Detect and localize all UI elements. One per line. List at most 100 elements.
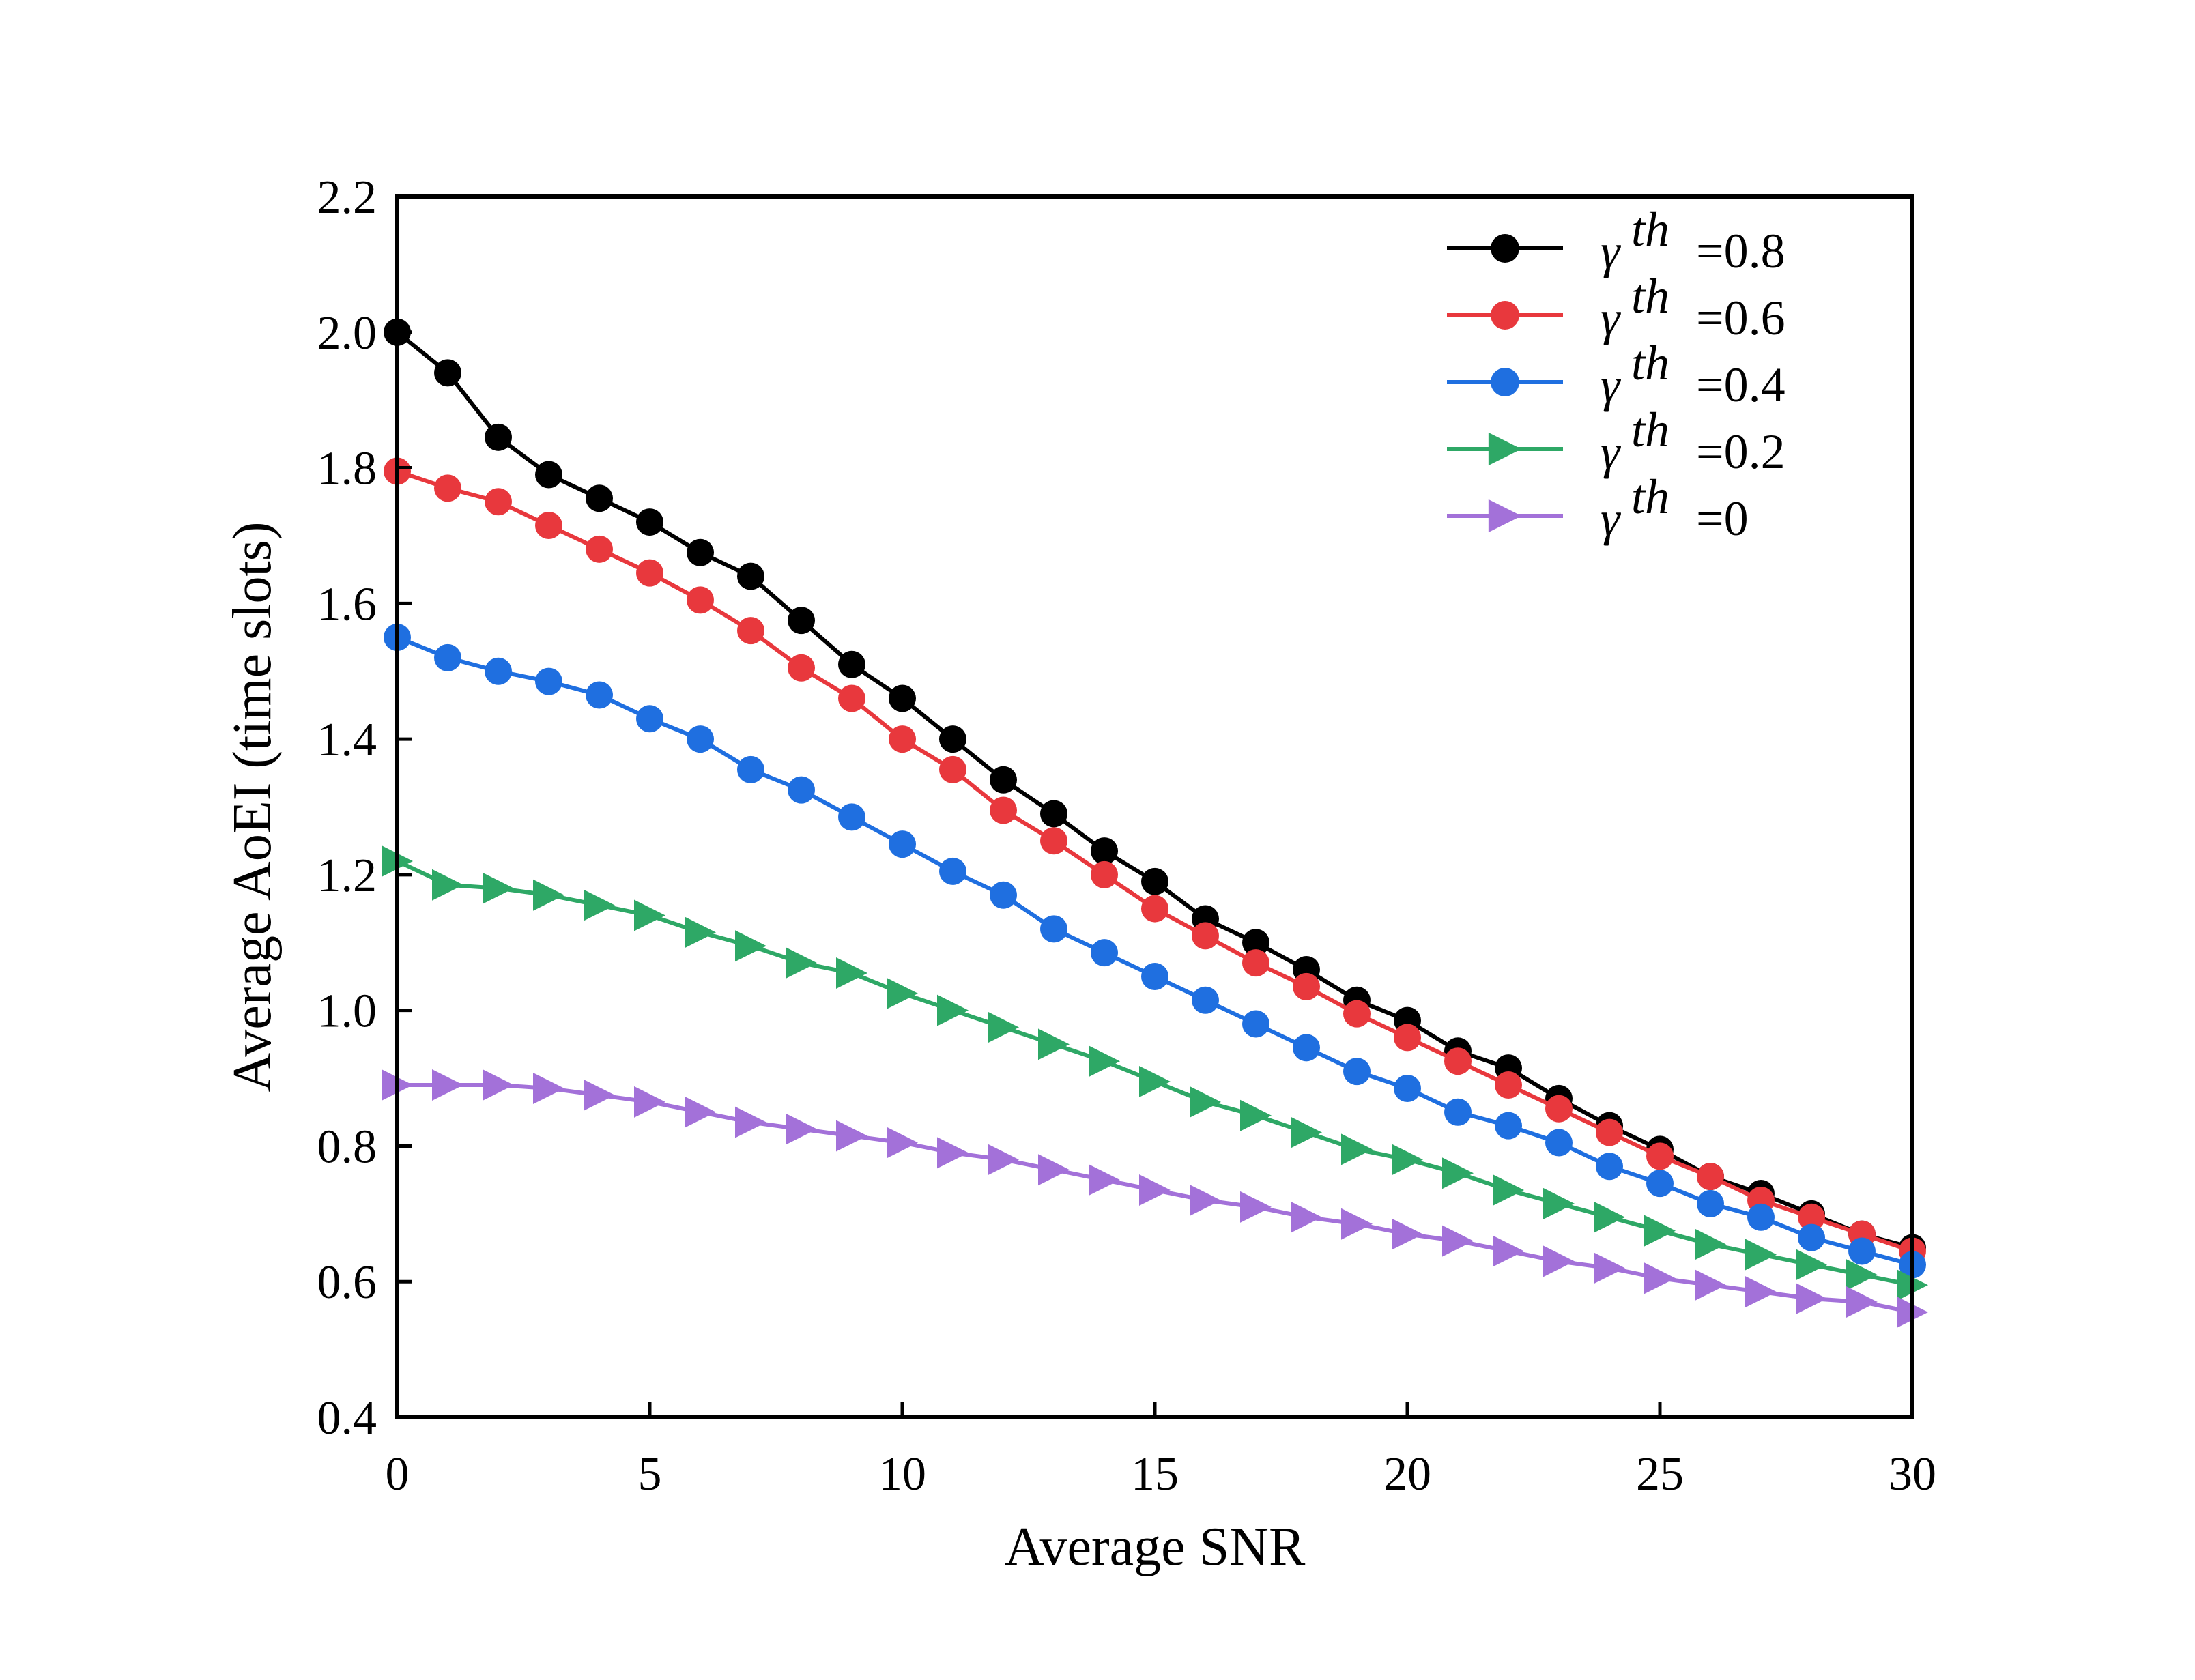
data-point (1495, 1112, 1522, 1140)
x-tick-label: 0 (386, 1448, 410, 1501)
data-point (1798, 1223, 1825, 1251)
data-point (1141, 962, 1168, 990)
legend-symbol: γ (1601, 358, 1621, 412)
data-point (1394, 1074, 1421, 1102)
data-point (1846, 1259, 1878, 1291)
x-tick-label: 20 (1383, 1448, 1431, 1501)
data-point (889, 725, 916, 753)
data-point (737, 562, 764, 590)
data-point (988, 1144, 1019, 1176)
x-tick-label: 15 (1131, 1448, 1179, 1501)
legend-superscript: th (1631, 336, 1669, 390)
data-point (1697, 1163, 1724, 1191)
data-point (1192, 986, 1219, 1014)
data-point (1291, 1201, 1322, 1233)
data-point (636, 559, 663, 587)
data-point (1545, 1129, 1573, 1157)
data-point (786, 947, 817, 979)
data-point (1091, 860, 1118, 888)
data-point (1491, 234, 1519, 263)
data-point (1242, 1010, 1269, 1038)
data-point (1495, 1071, 1522, 1099)
legend-entry: γ th =0.8 (1447, 202, 1785, 278)
data-point (1190, 1086, 1221, 1118)
data-point (1242, 949, 1269, 977)
data-point (1848, 1237, 1876, 1265)
data-point (687, 538, 714, 566)
legend-label: =0.2 (1696, 424, 1785, 479)
data-point (990, 796, 1017, 824)
data-point (788, 776, 815, 804)
data-point (586, 484, 613, 512)
x-tick-label: 25 (1636, 1448, 1684, 1501)
data-point (939, 857, 966, 885)
data-point (1444, 1047, 1472, 1075)
data-point (1745, 1239, 1777, 1271)
data-point (1646, 1170, 1674, 1198)
legend-label: =0.8 (1696, 224, 1785, 278)
data-point (1240, 1191, 1272, 1223)
data-point (1341, 1133, 1373, 1165)
y-tick-label: 0.6 (317, 1256, 377, 1309)
data-point (1392, 1144, 1423, 1176)
data-point (1343, 1000, 1371, 1028)
y-tick-label: 1.2 (317, 850, 377, 902)
data-point (1796, 1283, 1827, 1315)
data-point (937, 994, 969, 1026)
data-point (1442, 1157, 1474, 1189)
data-point (1644, 1262, 1676, 1294)
y-tick-label: 1.6 (317, 578, 377, 631)
y-axis-title: Average AoEI (time slots) (223, 521, 283, 1092)
data-point (1293, 972, 1320, 1000)
legend: γ th =0.8γ th =0.6γ th =0.4γ th =0.2γ th =0 (1447, 202, 1785, 546)
legend-entry: γ th =0 (1447, 469, 1749, 546)
data-point (432, 869, 463, 901)
data-point (1796, 1249, 1827, 1281)
data-point (1491, 368, 1519, 396)
data-point (939, 725, 966, 753)
data-point (685, 1096, 716, 1128)
data-point (1596, 1118, 1623, 1146)
data-point (838, 803, 865, 831)
data-point (634, 1086, 665, 1118)
data-point (584, 889, 615, 921)
data-point (735, 1106, 766, 1138)
data-point (1798, 1203, 1825, 1231)
data-point (1089, 1045, 1120, 1077)
data-point (485, 657, 512, 685)
legend-superscript: th (1631, 403, 1669, 457)
data-point (887, 1127, 918, 1159)
data-point (636, 705, 663, 733)
data-point (838, 684, 865, 712)
data-point (1141, 895, 1168, 923)
data-point (1040, 800, 1067, 828)
series-4 (382, 1069, 1928, 1328)
data-point (1392, 1218, 1423, 1250)
data-point (1545, 1095, 1573, 1123)
data-point (636, 508, 663, 536)
y-tick-label: 2.0 (317, 307, 377, 360)
data-point (1488, 432, 1522, 466)
data-point (687, 586, 714, 614)
data-point (535, 461, 562, 489)
legend-symbol: γ (1601, 424, 1621, 479)
data-point (434, 643, 461, 671)
data-point (1139, 1066, 1171, 1098)
data-point (838, 650, 865, 678)
data-point (434, 474, 461, 502)
data-point (1644, 1215, 1676, 1247)
data-point (1846, 1286, 1878, 1318)
series-layer (382, 318, 1928, 1328)
data-point (1596, 1153, 1623, 1181)
data-point (1493, 1235, 1524, 1267)
data-point (1491, 301, 1519, 330)
data-point (586, 535, 613, 563)
data-point (485, 423, 512, 451)
data-point (1488, 499, 1522, 533)
data-point (887, 977, 918, 1009)
legend-symbol: γ (1601, 224, 1621, 278)
x-tick-label: 5 (638, 1448, 662, 1501)
data-point (1394, 1024, 1421, 1052)
legend-symbol: γ (1601, 291, 1621, 345)
